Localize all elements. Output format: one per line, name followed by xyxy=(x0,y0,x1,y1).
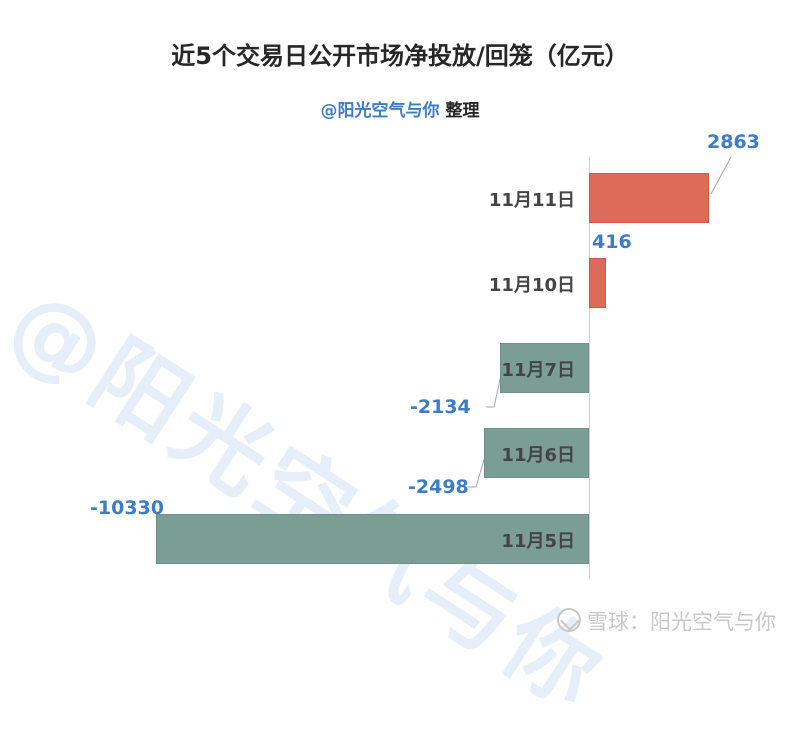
value-label: -2498 xyxy=(408,476,469,498)
footer-watermark: 雪球：阳光空气与你 xyxy=(557,606,776,636)
bar-1 xyxy=(589,258,606,308)
category-label: 11月6日 xyxy=(501,445,575,466)
leader-lines xyxy=(468,156,732,488)
subtitle-suffix: 整理 xyxy=(439,101,480,121)
author-handle: @阳光空气与你 xyxy=(320,101,440,121)
value-label: 416 xyxy=(592,231,632,253)
value-label: 2863 xyxy=(707,131,760,153)
value-label: -10330 xyxy=(90,497,164,519)
footer-text: 雪球：阳光空气与你 xyxy=(587,610,776,634)
value-label: -2134 xyxy=(410,396,471,418)
zero-axis xyxy=(589,157,590,579)
bar-0 xyxy=(589,173,709,223)
bar-3 xyxy=(484,428,589,478)
bar-2 xyxy=(500,343,589,393)
category-label: 11月7日 xyxy=(501,360,575,381)
category-label: 11月10日 xyxy=(488,275,575,296)
xueqiu-logo-icon xyxy=(557,608,581,632)
chart-title: 近5个交易日公开市场净投放/回笼（亿元） xyxy=(171,42,629,70)
chart-subtitle: @阳光空气与你 整理 xyxy=(0,96,800,121)
bar-4 xyxy=(156,514,589,564)
category-label: 11月5日 xyxy=(501,531,575,552)
category-label: 11月11日 xyxy=(488,190,575,211)
